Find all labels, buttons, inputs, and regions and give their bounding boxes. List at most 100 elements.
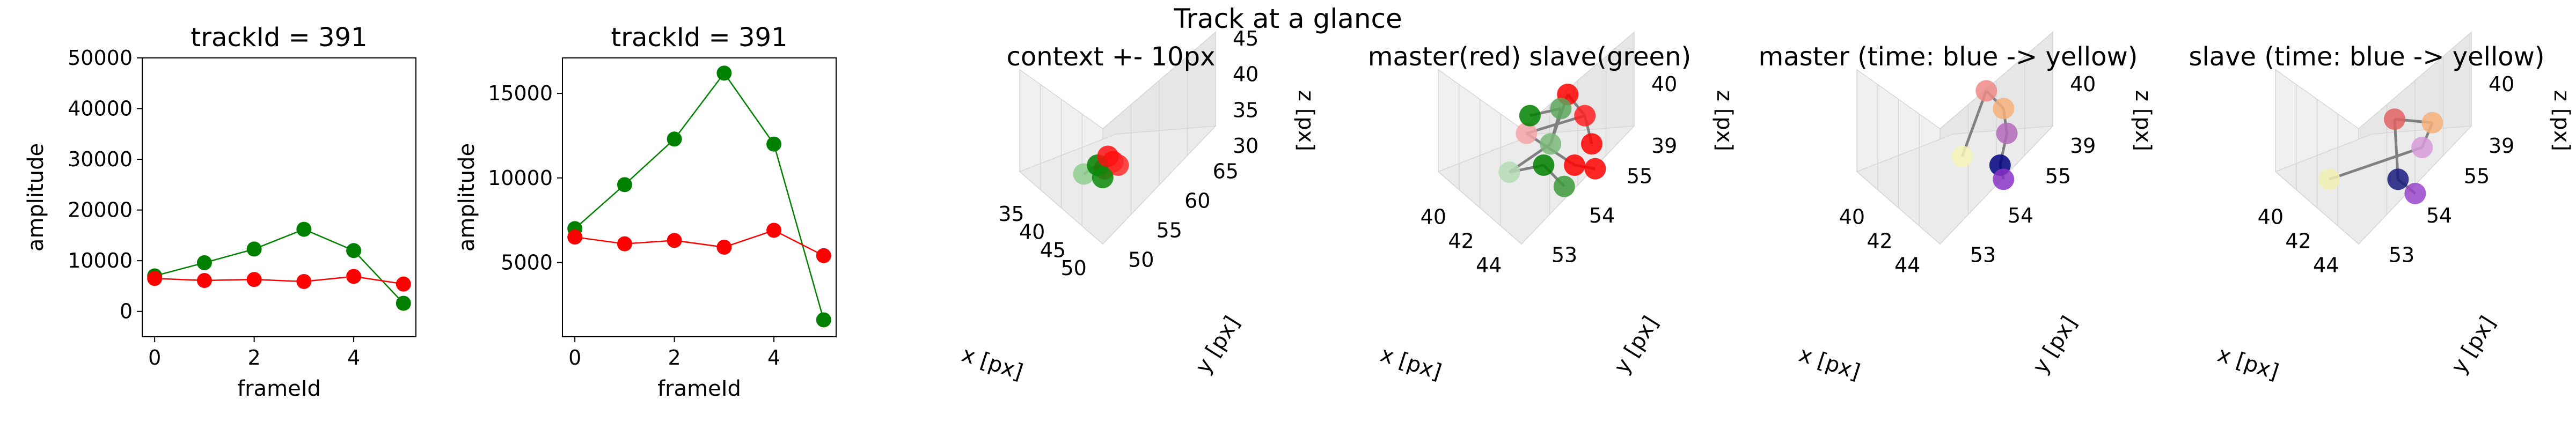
x-tick-label: 42 (1448, 230, 1474, 253)
trajectory-segment (2329, 146, 2423, 181)
y-tick-label: 60 (1184, 189, 1210, 213)
y-axis-label: y [px] (1609, 312, 1664, 378)
data-point (766, 223, 782, 238)
y-tick-label: 10000 (488, 166, 553, 190)
x-axis-label: x [px] (2214, 342, 2281, 385)
data-point (1533, 154, 1555, 176)
x-axis-label: x [px] (1377, 342, 1444, 385)
x-tick-label: 4 (767, 346, 780, 369)
z-tick-label: 40 (1651, 72, 1677, 96)
data-point (617, 177, 632, 193)
data-point (196, 255, 212, 270)
data-point (2318, 168, 2340, 190)
x-tick-label: 42 (2285, 230, 2311, 253)
series-line-0 (154, 228, 404, 304)
y-tick-label: 15000 (488, 82, 553, 105)
x-axis-label: frameId (657, 376, 741, 401)
data-point (1097, 145, 1119, 167)
x-tick-label: 44 (2313, 254, 2339, 277)
x-tick-label: 50 (1060, 256, 1086, 280)
x-tick-label: 44 (1894, 254, 1920, 277)
x-tick-label: 42 (1867, 230, 1892, 253)
x-axis-label: frameId (237, 376, 321, 401)
plot-frame (142, 57, 416, 337)
y-axis-label: y [px] (1191, 312, 1245, 378)
x-tick-label: 0 (148, 346, 161, 369)
data-point (396, 295, 411, 311)
data-point (1584, 158, 1606, 180)
data-point (246, 272, 262, 287)
y-tick-label: 40000 (68, 97, 133, 121)
y-tick-label: 53 (1552, 243, 1577, 267)
figure-suptitle: Track at a glance (1173, 3, 1402, 34)
y-tick-label: 54 (2426, 204, 2452, 227)
series-line-1 (575, 230, 824, 256)
x-axis-label: x [px] (1796, 342, 1863, 385)
y-tick-label: 54 (2008, 204, 2033, 227)
y-tick-label: 0 (120, 300, 133, 323)
data-point (246, 241, 262, 257)
chart-title: trackId = 391 (611, 23, 787, 53)
line-chart-0: 0 2 4 0 10000 20000 30000 40000 50000 trackId = 3… (24, 23, 416, 401)
y-axis-label: y [px] (2028, 312, 2082, 378)
z-tick-label: 40 (2489, 72, 2514, 96)
y-tick-label: 5000 (501, 250, 553, 274)
data-point (617, 236, 632, 252)
data-point (1951, 145, 1973, 167)
data-point (1540, 133, 1562, 155)
data-point (816, 248, 831, 263)
data-point (716, 65, 732, 81)
y-tick-label: 30000 (68, 147, 133, 171)
y-tick-label: 53 (2389, 243, 2414, 267)
series-line-1 (155, 276, 404, 285)
x-tick-label: 45 (1040, 238, 1066, 262)
x-tick-label: 44 (1476, 254, 1502, 277)
chart-title: master (time: blue -> yellow) (1759, 42, 2138, 72)
data-point (1993, 98, 2015, 120)
y-axis-label: amplitude (24, 143, 48, 252)
data-point (1516, 122, 1538, 144)
y-axis-label: y [px] (2447, 312, 2501, 378)
chart-title: master(red) slave(green) (1368, 42, 1691, 72)
z-tick-label: 39 (1651, 134, 1677, 158)
y-tick-label: 53 (1970, 243, 1996, 267)
data-point (1092, 167, 1114, 189)
z-tick-label: 35 (1233, 98, 1258, 122)
y-tick-label: 10000 (68, 249, 133, 272)
line-chart-1: 0 2 4 5000 10000 15000 trackId = 391 frameId amp… (455, 23, 837, 401)
data-point (296, 221, 312, 237)
x-tick-label: 40 (2258, 205, 2284, 229)
data-point (1553, 175, 1575, 197)
plot-frame (562, 57, 837, 337)
z-axis-label: z [px] (2131, 90, 2155, 151)
x-tick-label: 35 (998, 202, 1024, 226)
data-point (667, 131, 682, 147)
y-tick-label: 65 (1213, 160, 1239, 183)
data-point (1996, 122, 2018, 144)
data-point (567, 230, 583, 245)
x-tick-label: 4 (347, 346, 360, 369)
z-tick-label: 39 (2489, 134, 2514, 158)
trajectory-segment (1961, 90, 1988, 157)
data-point (2411, 137, 2433, 158)
y-tick-label: 50000 (68, 46, 133, 70)
data-point (1574, 105, 1596, 127)
data-point (2404, 182, 2426, 204)
y-tick-label: 55 (1627, 165, 1652, 188)
data-point (1564, 154, 1585, 176)
z-tick-label: 40 (1233, 63, 1258, 86)
z-axis-label: z [px] (1712, 90, 1737, 151)
x-tick-label: 2 (668, 346, 681, 369)
y-tick-label: 20000 (68, 198, 133, 222)
chart-title: trackId = 391 (191, 23, 367, 53)
series-line-0 (574, 72, 825, 320)
x-tick-label: 40 (1839, 205, 1865, 229)
data-point (396, 276, 411, 292)
data-point (1498, 161, 1520, 183)
chart-title: context +- 10px (1007, 42, 1216, 72)
z-axis-label: z [px] (1293, 90, 1318, 151)
data-point (346, 269, 362, 284)
